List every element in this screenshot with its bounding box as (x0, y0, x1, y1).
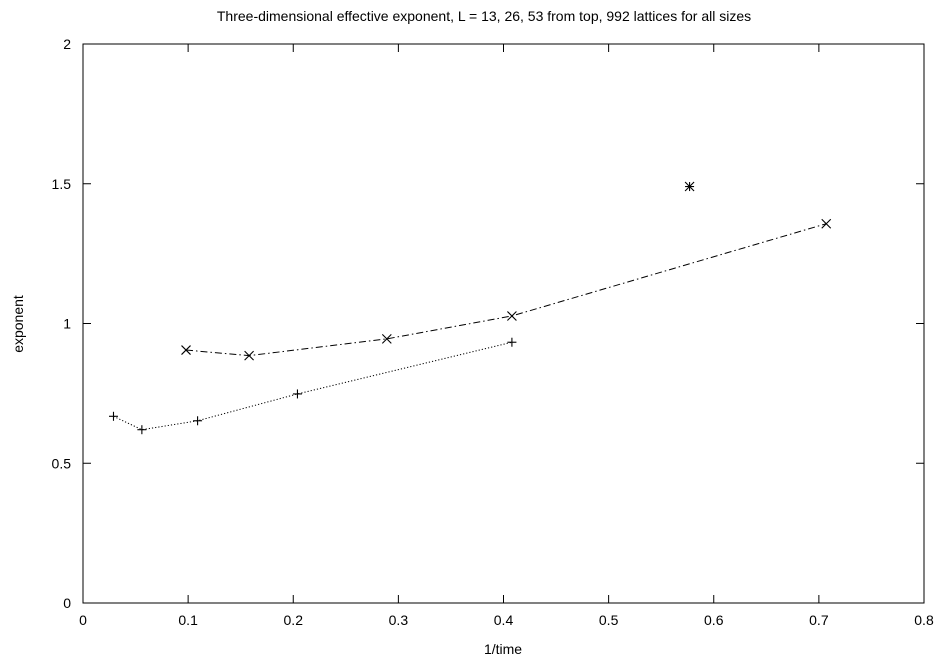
data-point (244, 350, 254, 361)
x-tick-label: 0.3 (389, 612, 409, 628)
marker-stroke (381, 333, 392, 344)
series-layer (108, 181, 832, 435)
data-point (292, 389, 302, 399)
y-tick-label: 1 (63, 316, 71, 332)
marker-stroke (181, 345, 191, 355)
x-tick-label: 0.5 (599, 612, 619, 628)
x-tick-label: 0.2 (284, 612, 304, 628)
chart-title: Three-dimensional effective exponent, L … (217, 8, 751, 24)
y-tick-label: 0 (63, 595, 71, 611)
data-point (193, 416, 203, 426)
series-3 (108, 337, 517, 435)
plot-frame (82, 43, 925, 604)
data-point (821, 218, 832, 229)
data-point (381, 333, 392, 344)
x-tick-label: 0 (79, 612, 87, 628)
marker-stroke (821, 218, 832, 229)
series-line (113, 341, 513, 431)
y-tick-label: 0.5 (52, 455, 72, 471)
x-tick-label: 0.8 (914, 612, 934, 628)
y-axis-label: exponent (10, 295, 26, 353)
series-2 (181, 218, 832, 361)
x-axis-label: 1/time (484, 641, 522, 657)
marker-stroke (244, 350, 254, 361)
y-tick-label: 1.5 (52, 176, 72, 192)
series-1 (684, 181, 695, 192)
data-point (108, 411, 118, 421)
data-point (181, 345, 191, 355)
data-point (684, 181, 695, 192)
y-tick-label: 2 (63, 36, 71, 52)
marker-stroke (684, 181, 695, 192)
x-tick-label: 0.7 (809, 612, 829, 628)
marker-stroke (507, 311, 517, 321)
x-tick-label: 0.6 (704, 612, 724, 628)
x-tick-label: 0.1 (178, 612, 198, 628)
data-point (507, 311, 517, 321)
data-point (137, 425, 147, 435)
data-point (507, 337, 517, 347)
axis-ticks: 0 0.1 0.2 0.3 0.4 0.5 0.6 0.7 0.8 0 0.5 1 1.5 2 (52, 36, 934, 628)
x-tick-label: 0.4 (494, 612, 514, 628)
series-line (185, 223, 827, 357)
